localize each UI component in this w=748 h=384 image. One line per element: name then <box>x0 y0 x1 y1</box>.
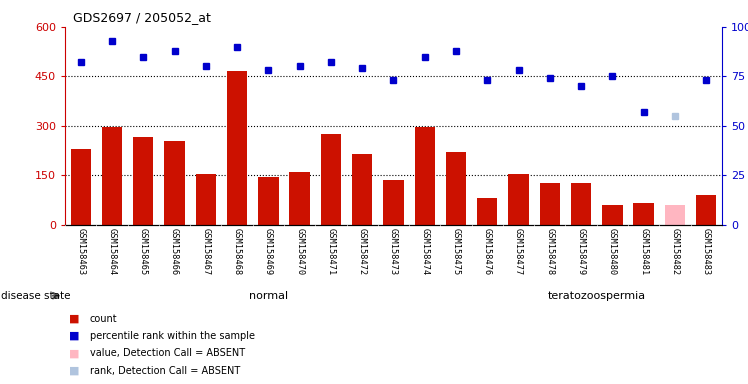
Bar <box>258 177 278 225</box>
Text: percentile rank within the sample: percentile rank within the sample <box>90 331 255 341</box>
Bar <box>539 184 560 225</box>
Bar <box>602 205 622 225</box>
Text: GSM158476: GSM158476 <box>482 227 491 275</box>
Text: normal: normal <box>249 291 288 301</box>
Bar <box>696 195 717 225</box>
Bar <box>289 172 310 225</box>
Bar <box>509 174 529 225</box>
Bar <box>102 127 122 225</box>
Bar <box>477 198 497 225</box>
Bar <box>665 205 685 225</box>
Text: GSM158473: GSM158473 <box>389 227 398 275</box>
Text: rank, Detection Call = ABSENT: rank, Detection Call = ABSENT <box>90 366 240 376</box>
Bar <box>165 141 185 225</box>
Bar <box>634 203 654 225</box>
Bar <box>196 174 216 225</box>
Bar <box>352 154 373 225</box>
Text: GSM158469: GSM158469 <box>264 227 273 275</box>
Text: teratozoospermia: teratozoospermia <box>548 291 646 301</box>
Text: count: count <box>90 314 117 324</box>
Bar <box>383 180 404 225</box>
Text: GSM158467: GSM158467 <box>201 227 210 275</box>
Text: disease state: disease state <box>1 291 70 301</box>
Text: GSM158468: GSM158468 <box>233 227 242 275</box>
Text: GSM158472: GSM158472 <box>358 227 367 275</box>
Text: GSM158465: GSM158465 <box>139 227 148 275</box>
Text: GSM158478: GSM158478 <box>545 227 554 275</box>
Text: GDS2697 / 205052_at: GDS2697 / 205052_at <box>73 12 210 25</box>
Text: GSM158470: GSM158470 <box>295 227 304 275</box>
Text: GSM158480: GSM158480 <box>608 227 617 275</box>
Text: GSM158474: GSM158474 <box>420 227 429 275</box>
Text: ■: ■ <box>69 331 79 341</box>
Text: ■: ■ <box>69 366 79 376</box>
Bar <box>321 134 341 225</box>
Text: GSM158466: GSM158466 <box>170 227 179 275</box>
Text: GSM158482: GSM158482 <box>670 227 679 275</box>
Bar <box>227 71 248 225</box>
Bar <box>133 137 153 225</box>
Text: value, Detection Call = ABSENT: value, Detection Call = ABSENT <box>90 348 245 358</box>
Bar <box>414 127 435 225</box>
Text: GSM158463: GSM158463 <box>76 227 85 275</box>
Bar <box>571 184 591 225</box>
Text: ■: ■ <box>69 348 79 358</box>
Text: GSM158475: GSM158475 <box>452 227 461 275</box>
Text: GSM158477: GSM158477 <box>514 227 523 275</box>
Bar <box>446 152 466 225</box>
Text: GSM158464: GSM158464 <box>108 227 117 275</box>
Text: ■: ■ <box>69 314 79 324</box>
Text: GSM158483: GSM158483 <box>702 227 711 275</box>
Text: GSM158481: GSM158481 <box>639 227 648 275</box>
Text: GSM158479: GSM158479 <box>577 227 586 275</box>
Text: GSM158471: GSM158471 <box>326 227 335 275</box>
Bar <box>70 149 91 225</box>
